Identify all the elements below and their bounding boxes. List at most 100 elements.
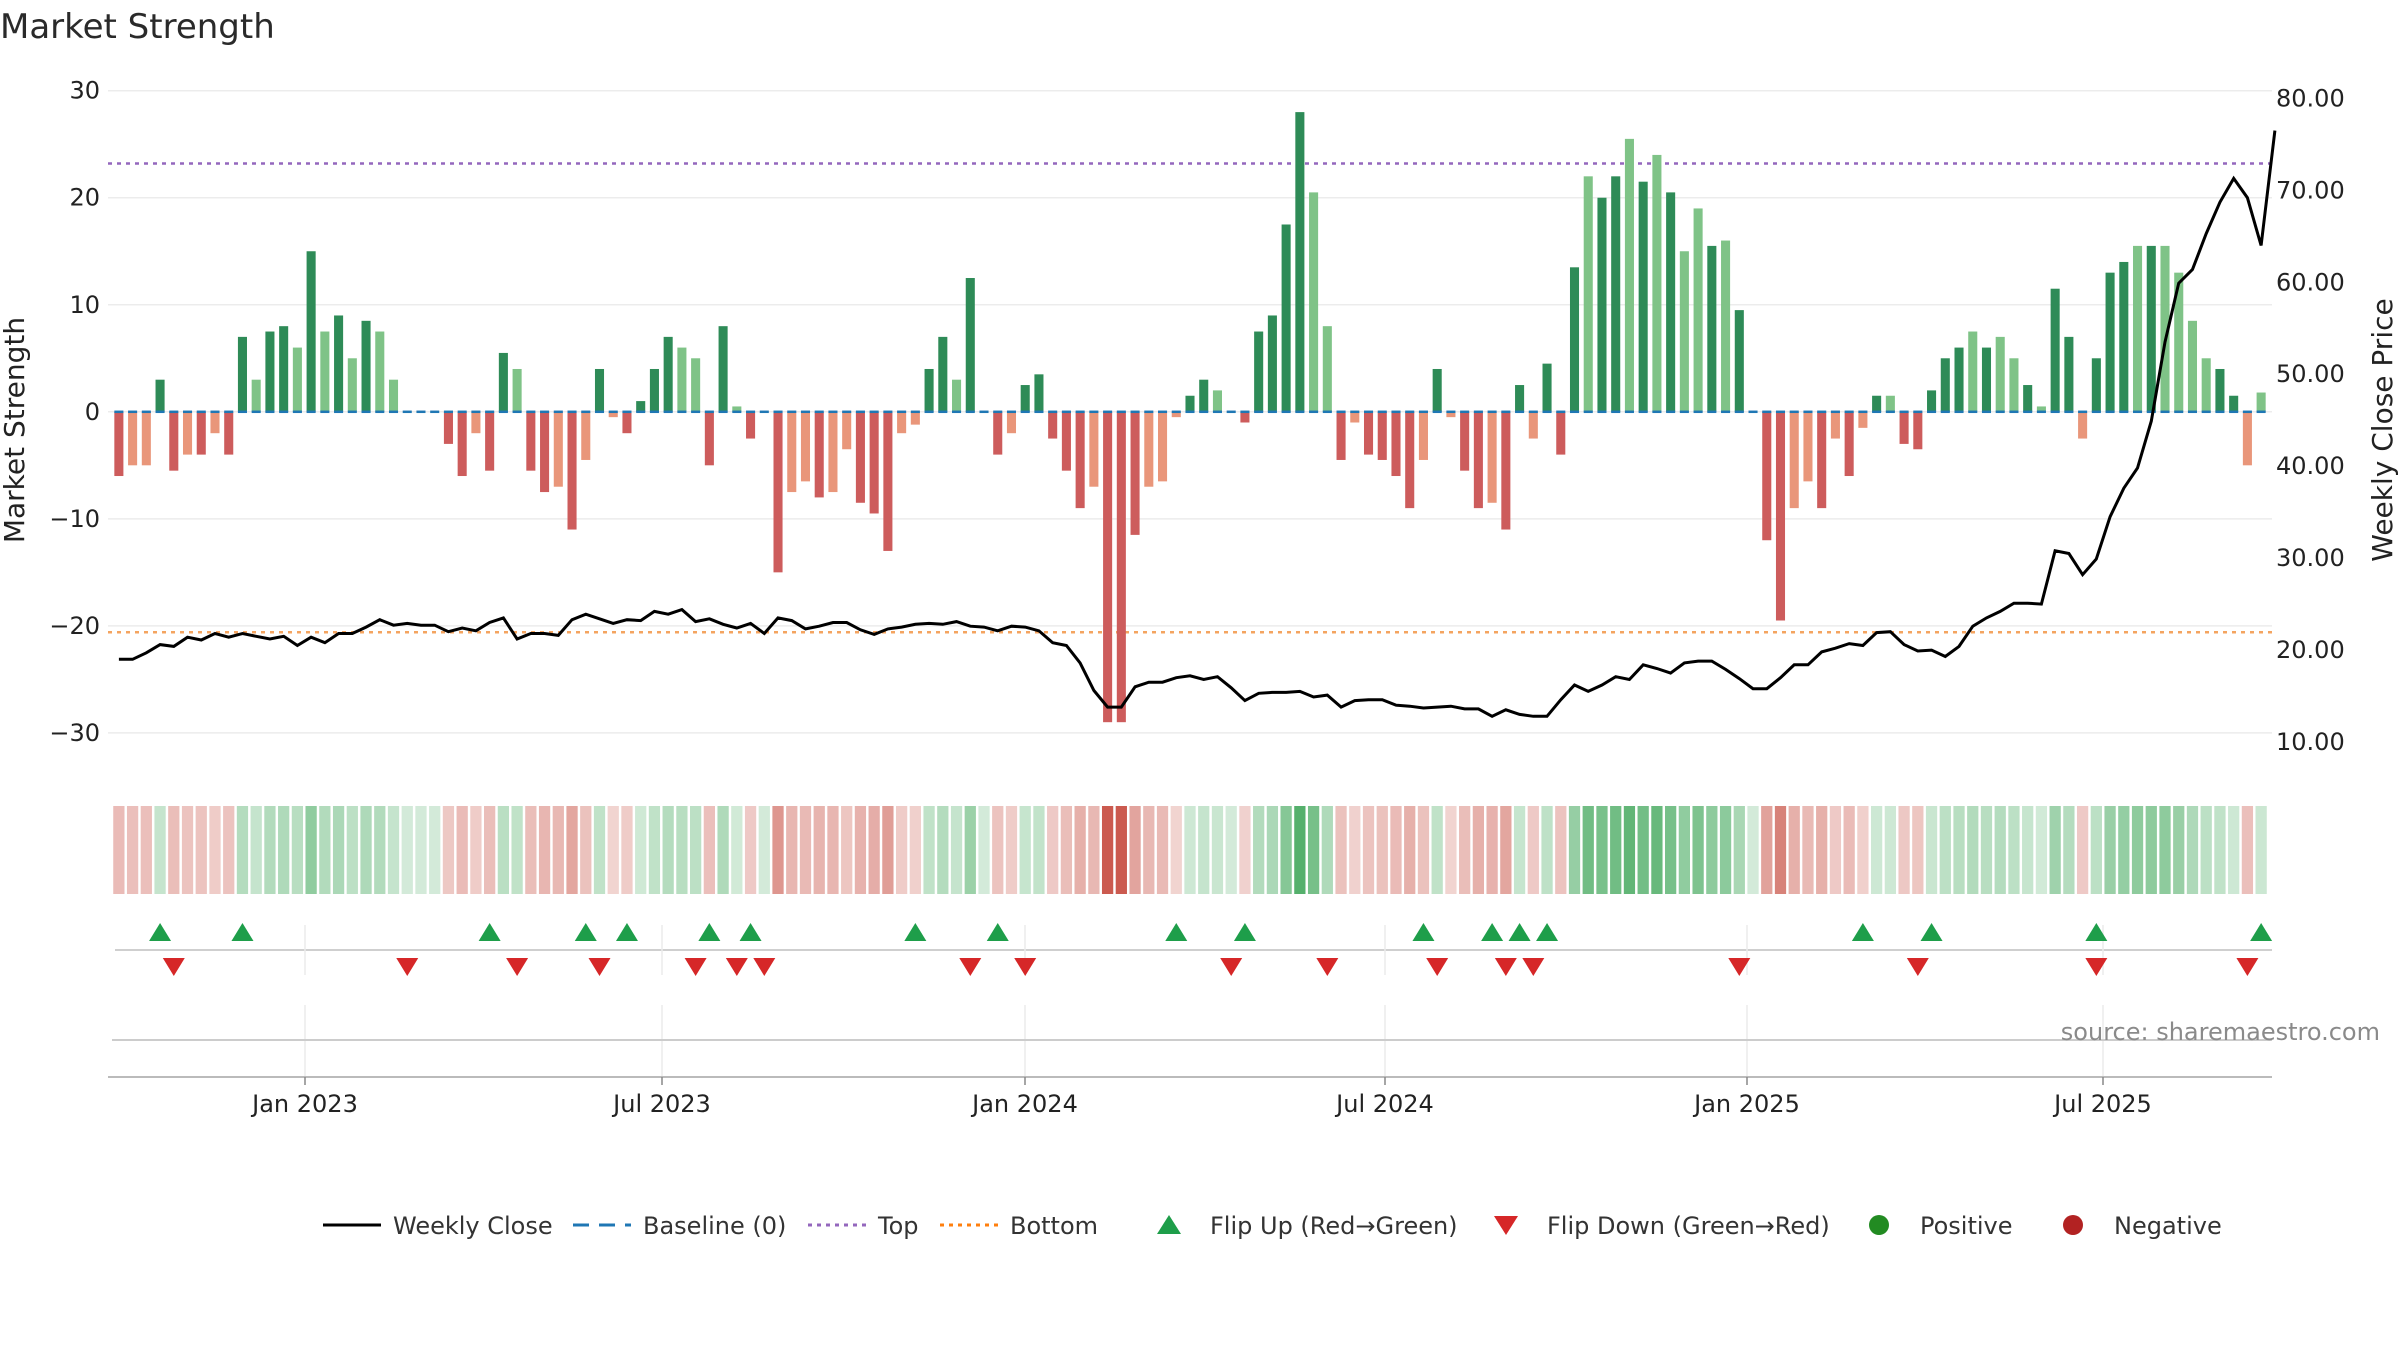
strip-cell: [717, 806, 729, 894]
strip-cell: [1774, 806, 1787, 894]
x-axis-ticks: Jan 2023 Jul 2023 Jan 2024 Jul 2024 Jan 2025…: [250, 1077, 2152, 1118]
strip-cell: [813, 806, 825, 894]
flip-up-marker: [2250, 923, 2273, 941]
strip-cell: [168, 806, 180, 894]
flip-up-marker: [1233, 923, 1256, 941]
strip-cell: [1678, 806, 1690, 894]
strength-bar: [388, 379, 399, 412]
strip-cell: [2186, 806, 2199, 894]
strength-bar: [800, 411, 811, 482]
y2-tick-label: 20.00: [2276, 636, 2345, 664]
strength-bar: [636, 401, 646, 412]
strip-cell: [1445, 806, 1457, 894]
strip-cell: [1472, 806, 1485, 894]
strength-bar: [2119, 261, 2129, 412]
strength-bar: [471, 411, 481, 434]
strip-cell: [1541, 806, 1553, 894]
strip-cell: [2022, 806, 2034, 894]
strength-bar: [169, 411, 179, 471]
strength-bar: [718, 326, 728, 412]
strength-bar: [1199, 379, 1209, 412]
strip-cell: [291, 806, 304, 894]
strength-bar: [855, 411, 865, 503]
strip-cell: [1582, 806, 1594, 894]
y2-tick-label: 60.00: [2276, 268, 2345, 296]
strip-cell: [1719, 806, 1732, 894]
strength-bar: [1789, 411, 1799, 509]
y-tick-label: 30: [69, 77, 100, 105]
strip-cell: [456, 806, 468, 894]
strip-cell: [223, 806, 235, 894]
strength-bar: [704, 411, 714, 466]
strength-bar: [1116, 411, 1126, 723]
strip-cell: [2104, 806, 2116, 894]
strip-cell: [209, 806, 221, 894]
legend-item: Baseline (0): [573, 1212, 786, 1240]
strength-bar: [237, 336, 247, 412]
strip-cell: [1527, 806, 1539, 894]
strength-bar: [677, 347, 687, 412]
x-tick-label: Jul 2023: [611, 1090, 711, 1118]
strip-cell: [964, 806, 976, 894]
legend-label: Negative: [2114, 1212, 2222, 1240]
flip-down-marker: [396, 958, 419, 976]
strength-bar: [279, 326, 289, 412]
strip-cell: [1953, 806, 1965, 894]
strip-cell: [1033, 806, 1045, 894]
strength-bar: [1089, 411, 1099, 487]
strip-cell: [1637, 806, 1649, 894]
strip-cell: [195, 806, 207, 894]
strength-bar: [2105, 272, 2115, 412]
strength-bar: [2036, 406, 2046, 412]
strip-cell: [1692, 806, 1704, 894]
strip-cell: [1019, 806, 1031, 894]
strip-cell: [1074, 806, 1086, 894]
strip-cell: [1980, 806, 1993, 894]
strip-cell: [1198, 806, 1210, 894]
strength-bar: [2256, 392, 2266, 412]
strip-cell: [1884, 806, 1896, 894]
strength-bar: [1611, 176, 1621, 412]
strength-bar: [2187, 320, 2198, 412]
flip-down-marker: [753, 958, 776, 976]
strength-bar: [2078, 411, 2088, 439]
strip-cell: [1005, 806, 1018, 894]
x-tick-label: Jan 2024: [970, 1090, 1078, 1118]
strip-cell: [1967, 806, 1979, 894]
strength-bar: [1336, 411, 1346, 460]
strength-bar: [2201, 358, 2211, 412]
legend-label: Positive: [1920, 1212, 2013, 1240]
strength-bar: [1556, 411, 1566, 455]
legend-item: Flip Up (Red→Green): [1157, 1212, 1458, 1240]
flip-down-marker: [1522, 958, 1545, 976]
strength-bars: [114, 112, 2266, 723]
strength-bar: [2133, 245, 2143, 412]
strip-cell: [2214, 806, 2226, 894]
strip-cell: [744, 806, 757, 894]
strength-bar: [265, 331, 275, 412]
strength-bar: [512, 368, 522, 412]
strip-cell: [1129, 806, 1141, 894]
strength-bar: [1034, 374, 1044, 412]
strength-bar: [567, 411, 577, 530]
strength-bar: [965, 278, 975, 412]
strip-cell: [1170, 806, 1182, 894]
strip-cell: [2145, 806, 2157, 894]
strip-cell: [1939, 806, 1951, 894]
strip-cell: [387, 806, 400, 894]
flip-down-marker: [2236, 958, 2259, 976]
strip-cell: [250, 806, 262, 894]
strip-cell: [1211, 806, 1224, 894]
strength-bar: [1460, 411, 1470, 471]
strip-cell: [690, 806, 702, 894]
flip-up-marker: [1481, 923, 1504, 941]
legend-label: Bottom: [1010, 1212, 1098, 1240]
strip-cell: [1047, 806, 1059, 894]
strength-bar: [910, 411, 920, 425]
strength-bar: [2242, 411, 2252, 466]
strength-bar: [306, 251, 316, 412]
strip-cell: [429, 806, 441, 894]
strength-bar: [1418, 411, 1428, 460]
strength-bar: [1542, 363, 1552, 412]
y2-tick-label: 10.00: [2276, 728, 2345, 756]
